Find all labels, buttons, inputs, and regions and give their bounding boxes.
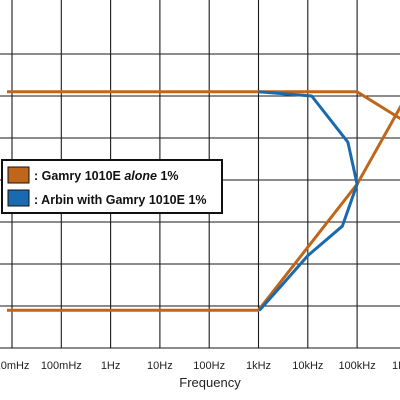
x-tick-label-5: 1kHz	[246, 360, 271, 372]
series-line-1	[7, 90, 400, 121]
x-tick-label-4: 100Hz	[193, 360, 225, 372]
x-tick-label-8: 1MHz	[392, 360, 400, 372]
x-tick-label-1: 100mHz	[41, 360, 82, 372]
x-tick-label-3: 10Hz	[147, 360, 173, 372]
x-tick-label-6: 10kHz	[292, 360, 323, 372]
series-line-0	[7, 104, 400, 312]
x-tick-label-2: 1Hz	[101, 360, 121, 372]
plot-series	[7, 90, 400, 312]
x-tick-labels: 10mHz 100mHz 1Hz 10Hz 100Hz 1kHz 10kHz 100kHz 1M…	[0, 360, 400, 372]
legend-box	[1, 159, 223, 214]
legend-swatch-gamry	[7, 166, 30, 184]
legend: : Gamry 1010E alone 1% : Arbin with Gamr…	[1, 159, 223, 214]
x-tick-label-0: 10mHz	[0, 360, 29, 372]
legend-swatch-arbin	[7, 189, 30, 207]
x-axis-title: Frequency	[179, 375, 241, 390]
legend-label-gamry: : Gamry 1010E alone 1%	[34, 169, 179, 183]
series-line-2	[258, 90, 359, 312]
legend-label-arbin: : Arbin with Gamry 1010E 1%	[34, 193, 207, 207]
x-tick-label-7: 100kHz	[338, 360, 375, 372]
